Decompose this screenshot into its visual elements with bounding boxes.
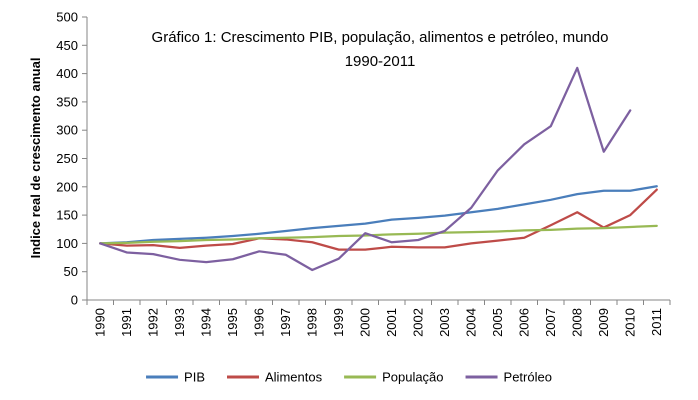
- x-tick-label: 1995: [225, 308, 240, 337]
- legend-label: PIB: [184, 370, 205, 385]
- chart-title-line-2: 1990-2011: [345, 53, 416, 70]
- x-tick-label: 2005: [490, 308, 505, 337]
- x-tick-label: 2003: [437, 308, 452, 337]
- x-tick-label: 2004: [463, 308, 478, 337]
- series-line-população: [99, 224, 658, 245]
- x-tick-label: 2008: [569, 308, 584, 337]
- y-tick-label: 400: [56, 66, 78, 81]
- legend-label: Alimentos: [265, 370, 323, 385]
- x-tick-label: 2000: [357, 308, 372, 337]
- x-tick-label: 1991: [119, 308, 134, 337]
- y-tick-label: 200: [56, 179, 78, 194]
- y-axis-title: Indice real de crescimento anual: [28, 58, 43, 259]
- x-tick-label: 2011: [649, 308, 664, 336]
- x-tick-label: 1996: [251, 308, 266, 337]
- y-tick-label: 300: [56, 123, 78, 138]
- x-tick-label: 2006: [516, 308, 531, 337]
- x-tick-label: 1990: [92, 308, 107, 337]
- series-line-pib: [99, 185, 658, 245]
- y-tick-label: 150: [56, 208, 78, 223]
- legend-label: População: [382, 370, 443, 385]
- x-tick-label: 1994: [198, 308, 213, 337]
- y-tick-label: 350: [56, 94, 78, 109]
- chart-title-line-1: Gráfico 1: Crescimento PIB, população, a…: [152, 29, 609, 46]
- y-tick-label: 50: [64, 264, 78, 279]
- y-tick-label: 450: [56, 38, 78, 53]
- x-tick-label: 1999: [331, 308, 346, 337]
- x-tick-label: 1998: [304, 308, 319, 337]
- x-tick-label: 2002: [410, 308, 425, 337]
- plot-area: 0 50 100 150 200 250 300 350 400 450 500 1990 1991 19…: [56, 10, 671, 337]
- legend-label: Petróleo: [504, 370, 552, 385]
- series-line-alimentos: [99, 188, 658, 251]
- x-tick-label: 2010: [622, 308, 637, 337]
- legend: PIB Alimentos População Petróleo: [146, 370, 552, 385]
- y-tick-label: 250: [56, 151, 78, 166]
- y-tick-label: 100: [56, 236, 78, 251]
- x-tick-label: 1997: [278, 308, 293, 337]
- x-tick-label: 1992: [145, 308, 160, 337]
- y-tick-label: 500: [56, 10, 78, 25]
- series-line-petróleo: [99, 66, 632, 272]
- x-tick-label: 1993: [172, 308, 187, 337]
- x-tick-label: 2007: [543, 308, 558, 337]
- x-tick-label: 2001: [384, 308, 399, 337]
- x-tick-label: 2009: [596, 308, 611, 337]
- y-tick-label: 0: [71, 293, 78, 308]
